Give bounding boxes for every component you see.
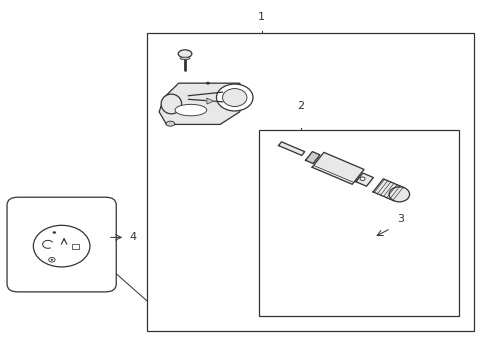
Polygon shape	[278, 142, 304, 156]
Text: 1: 1	[258, 12, 264, 22]
Bar	[72, 244, 79, 249]
Ellipse shape	[175, 104, 206, 116]
Polygon shape	[159, 83, 246, 125]
Ellipse shape	[180, 57, 189, 60]
Ellipse shape	[53, 231, 56, 234]
Ellipse shape	[205, 82, 209, 85]
FancyBboxPatch shape	[7, 197, 116, 292]
Bar	[259, 130, 458, 316]
Ellipse shape	[165, 121, 174, 126]
Text: 3: 3	[396, 215, 403, 224]
Polygon shape	[311, 152, 363, 184]
Polygon shape	[355, 173, 373, 186]
Polygon shape	[206, 98, 213, 104]
Ellipse shape	[49, 257, 55, 262]
Ellipse shape	[161, 94, 181, 114]
Ellipse shape	[178, 50, 191, 58]
Ellipse shape	[359, 177, 364, 180]
Text: 2: 2	[296, 102, 304, 112]
Ellipse shape	[222, 89, 246, 107]
Text: 4: 4	[130, 232, 137, 242]
Polygon shape	[372, 179, 404, 201]
Ellipse shape	[388, 187, 409, 202]
Ellipse shape	[33, 225, 90, 267]
Ellipse shape	[216, 84, 252, 111]
Bar	[147, 33, 473, 330]
Polygon shape	[305, 152, 319, 163]
Ellipse shape	[51, 259, 53, 261]
